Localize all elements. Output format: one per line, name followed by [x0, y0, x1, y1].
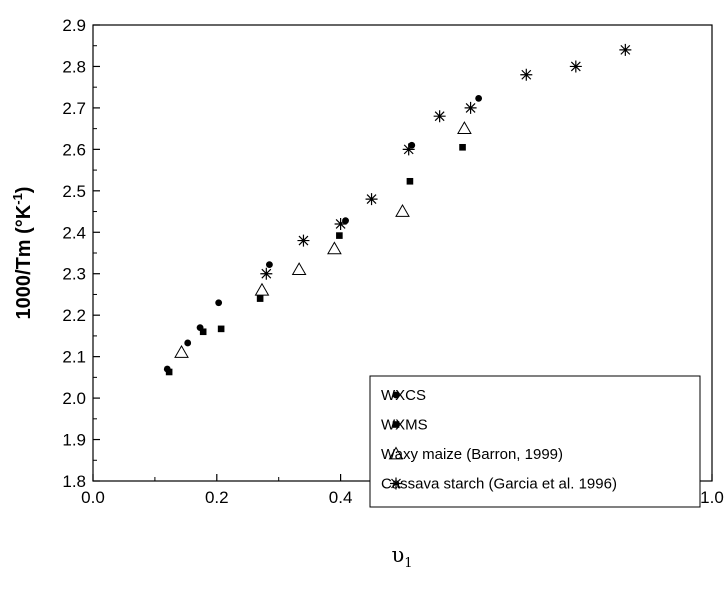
data-point-wxms: [165, 368, 173, 376]
data-point-cassava-starch-garcia-et-al-1996: [334, 217, 347, 230]
y-tick-label: 2.4: [62, 223, 86, 242]
x-axis-title: υ1: [391, 543, 412, 571]
data-point-waxy-maize-barron-1999: [457, 121, 472, 135]
data-points: [163, 43, 632, 376]
data-point-cassava-starch-garcia-et-al-1996: [297, 234, 310, 247]
data-point-waxy-maize-barron-1999: [395, 204, 410, 217]
data-point-wxcs: [475, 94, 483, 102]
y-tick-label: 2.6: [62, 140, 86, 159]
x-tick-label: 0.0: [81, 488, 105, 507]
data-point-waxy-maize-barron-1999: [291, 262, 307, 275]
y-tick-label: 1.9: [62, 431, 86, 450]
data-point-wxms: [406, 177, 414, 185]
data-point-wxcs: [408, 141, 416, 149]
x-tick-label: 0.4: [329, 488, 353, 507]
legend-label: WXMS: [381, 417, 428, 434]
data-point-wxms: [459, 143, 466, 151]
data-point-cassava-starch-garcia-et-al-1996: [619, 43, 632, 56]
x-tick-label: 0.2: [205, 488, 229, 507]
data-point-cassava-starch-garcia-et-al-1996: [260, 267, 273, 280]
data-point-cassava-starch-garcia-et-al-1996: [464, 101, 477, 114]
y-tick-label: 2.5: [62, 182, 86, 201]
y-tick-label: 2.8: [62, 57, 86, 76]
data-point-waxy-maize-barron-1999: [327, 241, 342, 255]
legend-label: Waxy maize (Barron, 1999): [381, 446, 563, 463]
data-point-cassava-starch-garcia-et-al-1996: [433, 110, 446, 123]
legend-marker-square: [392, 421, 400, 428]
data-point-wxcs: [215, 299, 223, 307]
y-axis: 1.8 1.9 2.0 2.1 2.2 2.3 2.4 2.5 2.6 2.7 2.8 2.9: [62, 16, 100, 491]
y-axis-title-main: 1000/Tm (°K: [13, 204, 35, 319]
legend-marker-asterisk: [390, 477, 402, 490]
x-tick-label: 1.0: [700, 488, 724, 507]
data-point-cassava-starch-garcia-et-al-1996: [402, 143, 415, 156]
data-point-waxy-maize-barron-1999: [254, 282, 270, 296]
legend: WXCS WXMS Waxy maize (Barron, 1999) Cassava…: [369, 375, 701, 508]
data-point-cassava-starch-garcia-et-al-1996: [365, 193, 378, 206]
data-point-wxms: [217, 325, 225, 333]
legend-marker-circle: [392, 391, 400, 399]
data-point-wxcs: [184, 339, 192, 347]
y-axis-title: 1000/Tm (°K-1): [10, 187, 35, 320]
y-tick-label: 1.8: [62, 472, 86, 491]
y-tick-label: 2.2: [62, 306, 86, 325]
legend-label: WXCS: [381, 387, 426, 404]
x-axis-title-main: υ: [391, 543, 404, 567]
data-point-wxcs: [266, 261, 273, 269]
data-point-cassava-starch-garcia-et-al-1996: [569, 60, 582, 73]
y-tick-label: 2.9: [62, 16, 86, 35]
data-point-wxms: [256, 295, 264, 302]
data-point-cassava-starch-garcia-et-al-1996: [520, 68, 533, 81]
y-axis-title-close: ): [13, 187, 35, 194]
y-tick-label: 2.0: [62, 389, 86, 408]
data-point-wxcs: [342, 217, 349, 225]
x-axis-title-subscript: 1: [404, 556, 412, 571]
y-tick-label: 2.3: [62, 265, 86, 284]
y-axis-title-superscript: -1: [10, 193, 25, 205]
data-point-wxms: [199, 328, 207, 336]
y-tick-label: 2.1: [62, 348, 86, 367]
y-tick-label: 2.7: [62, 99, 86, 118]
legend-label: Cassava starch (Garcia et al. 1996): [381, 476, 617, 493]
legend-box: [369, 375, 701, 508]
legend-marker-triangle: [388, 446, 404, 460]
data-point-waxy-maize-barron-1999: [174, 344, 189, 358]
data-point-wxms: [336, 232, 343, 239]
